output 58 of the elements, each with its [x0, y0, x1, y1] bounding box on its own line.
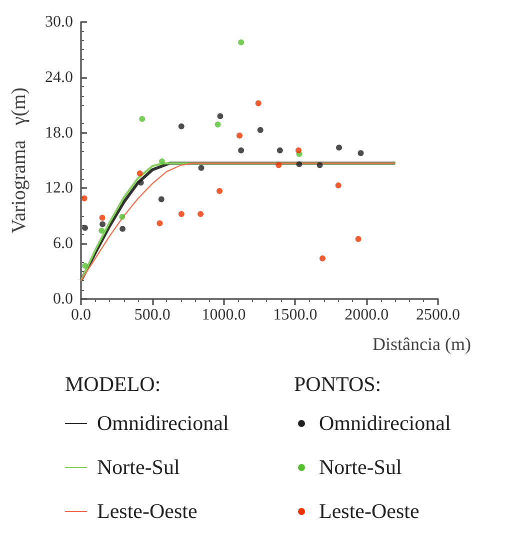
- y-tick-label: 6.0: [53, 235, 73, 252]
- point: [98, 228, 105, 234]
- point: [120, 226, 126, 232]
- x-tick-label: 500.0: [134, 306, 170, 324]
- point: [336, 144, 342, 151]
- y-tick-label: 24.0: [45, 68, 73, 86]
- point: [100, 221, 106, 228]
- y-tick-label: 30.0: [45, 14, 73, 30]
- point: [238, 39, 244, 46]
- point: [178, 123, 184, 130]
- point: [236, 132, 243, 139]
- x-tick-label: 2500.0: [416, 306, 460, 324]
- y-tick-label: 18.0: [45, 124, 73, 142]
- point: [158, 158, 165, 164]
- x-tick-label: 1000.0: [202, 306, 246, 324]
- legend-label: Norte-Sul: [97, 454, 180, 480]
- x-tick-label: 0.0: [71, 306, 91, 324]
- point: [198, 211, 204, 218]
- point: [358, 150, 364, 156]
- y-tick-label: 0.0: [53, 290, 73, 308]
- point: [136, 170, 143, 176]
- point: [276, 147, 283, 154]
- x-axis-title: Distância (m): [372, 334, 472, 354]
- point: [238, 147, 244, 154]
- text: MODELO:: [65, 372, 162, 397]
- point: [257, 127, 264, 134]
- legend-label: Leste-Oeste: [319, 498, 420, 524]
- point: [178, 211, 184, 218]
- point: [119, 214, 126, 220]
- x-tick-label: 2000.0: [344, 306, 389, 324]
- legend-label: Norte-Sul: [319, 454, 402, 480]
- point: [335, 182, 342, 188]
- y-tick-label: 12.0: [45, 180, 73, 197]
- point: [156, 220, 163, 226]
- point: [216, 188, 223, 194]
- point: [82, 224, 88, 231]
- point: [158, 196, 164, 202]
- x-tick-label: 1500.0: [273, 306, 318, 324]
- point: [295, 147, 302, 154]
- point: [217, 113, 224, 120]
- point: [355, 236, 362, 242]
- point: [82, 262, 88, 269]
- legend-label: Leste-Oeste: [97, 498, 198, 524]
- point: [138, 180, 144, 186]
- point: [81, 195, 88, 202]
- legend-label: Omnidirecional: [97, 410, 229, 436]
- point: [214, 121, 221, 128]
- point: [255, 100, 262, 106]
- point: [296, 161, 302, 168]
- y-axis-title: Variograma γ(m): [8, 87, 30, 234]
- point: [99, 214, 106, 221]
- point: [276, 162, 282, 168]
- point: [139, 116, 146, 122]
- text: PONTOS:: [294, 372, 382, 397]
- point: [316, 162, 323, 168]
- point: [319, 255, 326, 262]
- point: [198, 164, 204, 171]
- legend-label: Omnidirecional: [319, 410, 451, 436]
